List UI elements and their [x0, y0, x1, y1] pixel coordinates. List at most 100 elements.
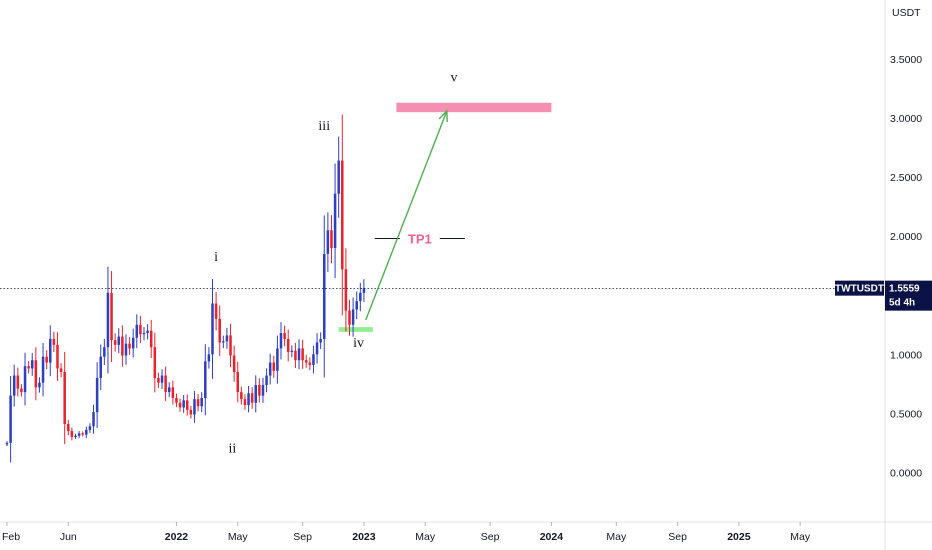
- candle-body: [355, 301, 358, 310]
- candle-body: [301, 348, 304, 361]
- time-tick-label: Sep: [668, 531, 687, 543]
- time-tick-label: May: [415, 531, 436, 543]
- candle-body: [290, 350, 294, 352]
- time-axis[interactable]: Feb Jun 2022 May Sep 2023 May Sep 2024 May Sep 2025…: [2, 522, 811, 543]
- candle-body: [95, 377, 99, 413]
- candle-body: [103, 347, 106, 357]
- time-tick-label: 2023: [352, 531, 376, 543]
- price-axis[interactable]: USDT 0.00000.50001.00001.50002.00002.500…: [890, 7, 922, 479]
- candle-body: [56, 344, 59, 369]
- candle-body: [23, 366, 27, 393]
- wave-label-i: i: [214, 250, 218, 265]
- candle-body: [247, 393, 250, 406]
- candle-body: [279, 333, 283, 349]
- candle-body: [207, 354, 211, 362]
- candle-body: [218, 318, 221, 343]
- time-tick-label: 2025: [727, 531, 751, 543]
- candle-body: [294, 350, 297, 361]
- time-tick-label: Jun: [60, 531, 77, 543]
- candle-body: [92, 412, 95, 427]
- candle-body: [171, 387, 175, 398]
- candle-body: [12, 375, 16, 396]
- time-tick-label: May: [228, 531, 249, 543]
- countdown-value: 5d 4h: [889, 298, 915, 309]
- candle-body: [232, 355, 236, 373]
- candle-body: [240, 392, 243, 400]
- candle-body: [41, 356, 45, 383]
- candle-body: [351, 309, 355, 325]
- symbol-badge: [835, 280, 884, 296]
- time-tick-label: Feb: [2, 531, 20, 543]
- candle-body: [34, 360, 38, 388]
- candlestick-series: [5, 114, 366, 463]
- candle-body: [319, 338, 322, 343]
- candle-body: [85, 429, 88, 435]
- symbol-badge-label: TWTUSDT: [835, 284, 884, 295]
- price-unit-label: USDT: [892, 7, 921, 19]
- candle-body: [254, 385, 258, 403]
- candle-body: [38, 382, 41, 388]
- candle-body: [113, 340, 117, 345]
- candle-body: [49, 338, 52, 363]
- time-tick-label: 2024: [540, 531, 564, 543]
- candle-body: [27, 366, 30, 369]
- candle-body: [211, 303, 214, 355]
- candle-body: [297, 348, 301, 361]
- candle-body: [110, 292, 113, 341]
- time-tick-label: Sep: [293, 531, 312, 543]
- support-zone: [338, 327, 373, 332]
- candle-body: [359, 292, 362, 302]
- candle-body: [204, 361, 207, 398]
- candle-body: [272, 362, 276, 371]
- candle-body: [258, 385, 261, 396]
- candle-body: [67, 423, 70, 432]
- candle-body: [146, 330, 149, 334]
- price-tick-label: 3.5000: [890, 54, 922, 66]
- candle-body: [326, 230, 330, 254]
- candle-body: [268, 362, 272, 376]
- candle-body: [106, 292, 110, 348]
- candle-body: [52, 338, 56, 345]
- candle-body: [189, 409, 193, 415]
- candle-body: [229, 335, 232, 356]
- candle-body: [330, 230, 333, 249]
- candle-body: [323, 253, 326, 339]
- candle-body: [283, 333, 286, 339]
- last-price-marker: TWTUSDT 1.5559 5d 4h: [835, 280, 932, 311]
- candle-body: [243, 399, 247, 406]
- candle-body: [182, 400, 185, 408]
- price-tick-label: 3.0000: [890, 113, 922, 125]
- candle-body: [308, 362, 312, 365]
- tp1-label: TP1: [408, 232, 432, 247]
- candle-body: [128, 343, 131, 349]
- candle-body: [236, 372, 239, 393]
- time-tick-label: 2022: [165, 531, 189, 543]
- candle-body: [59, 368, 63, 373]
- candle-body: [139, 324, 142, 335]
- candle-body: [333, 193, 337, 249]
- time-tick-label: May: [606, 531, 627, 543]
- candle-body: [304, 360, 308, 363]
- time-tick-label: May: [790, 531, 811, 543]
- candle-body: [45, 356, 48, 363]
- candle-body: [63, 372, 66, 424]
- candle-body: [74, 435, 77, 437]
- candle-body: [167, 387, 171, 393]
- target-zone: [396, 102, 552, 113]
- candle-body: [315, 342, 319, 355]
- candle-body: [160, 375, 164, 383]
- candle-body: [70, 431, 74, 437]
- candle-body: [225, 335, 229, 342]
- candle-body: [348, 310, 351, 325]
- candle-body: [124, 343, 128, 356]
- projection-arrow-line: [365, 110, 448, 321]
- candle-body: [9, 395, 12, 443]
- candle-body: [214, 303, 218, 319]
- chart-zones: [338, 102, 552, 332]
- price-tick-label: 0.5000: [890, 408, 922, 420]
- candle-body: [362, 288, 366, 293]
- candle-body: [344, 269, 348, 311]
